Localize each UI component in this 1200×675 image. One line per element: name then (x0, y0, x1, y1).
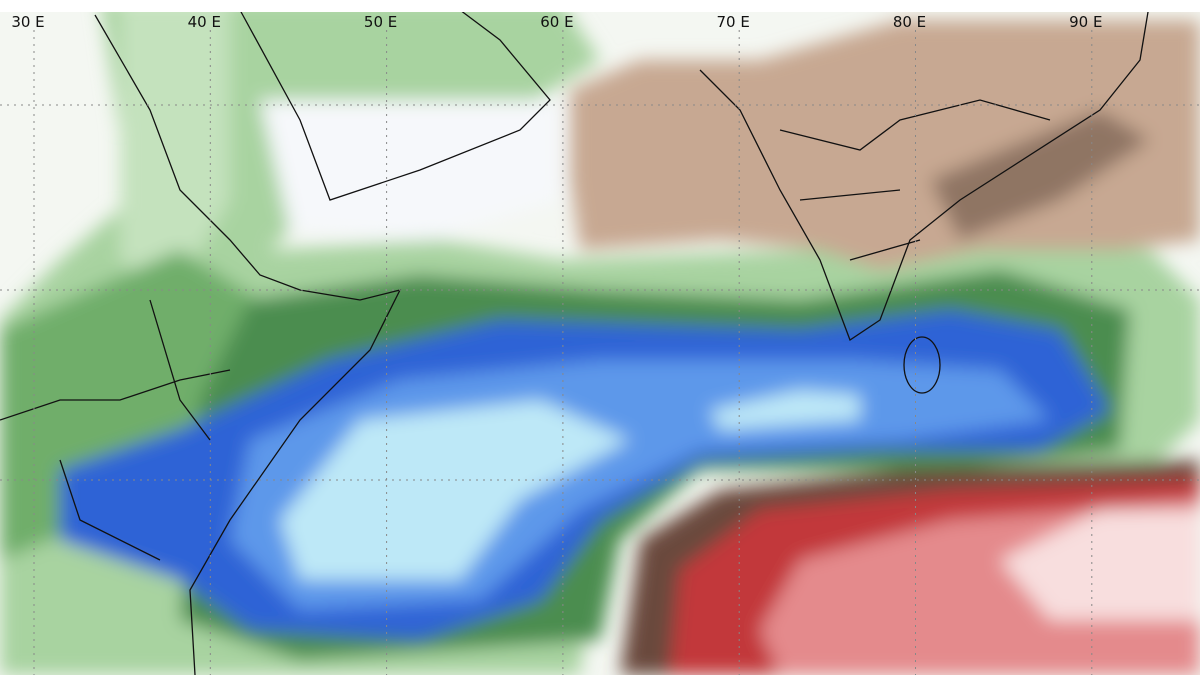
india-coast (699, 0, 1151, 341)
arabia-coast (239, 9, 551, 201)
longitude-label: 70 E (717, 13, 750, 31)
longitude-label: 50 E (364, 13, 397, 31)
red-region (1000, 510, 1200, 620)
inland-borders (0, 299, 231, 561)
longitude-label: 30 E (11, 13, 44, 31)
longitude-label: 80 E (893, 13, 926, 31)
longitude-labels: 30 E 40 E 50 E 60 E 70 E 80 E 90 E (11, 13, 1102, 675)
inland-borders (779, 99, 1051, 261)
sri-lanka (903, 336, 941, 394)
longitude-label: 40 E (188, 13, 221, 31)
borders (0, 0, 1151, 675)
longitude-label: 90 E (1069, 13, 1102, 31)
brown-region (570, 20, 1200, 270)
longitude-label: 60 E (540, 13, 573, 31)
africa-coast (94, 14, 402, 675)
brown-region (930, 110, 1150, 240)
title-strip (0, 0, 1200, 12)
light-blue-region (710, 390, 860, 430)
green-region (120, 0, 230, 300)
light-blue-region (280, 400, 630, 580)
neutral-region (260, 100, 560, 240)
